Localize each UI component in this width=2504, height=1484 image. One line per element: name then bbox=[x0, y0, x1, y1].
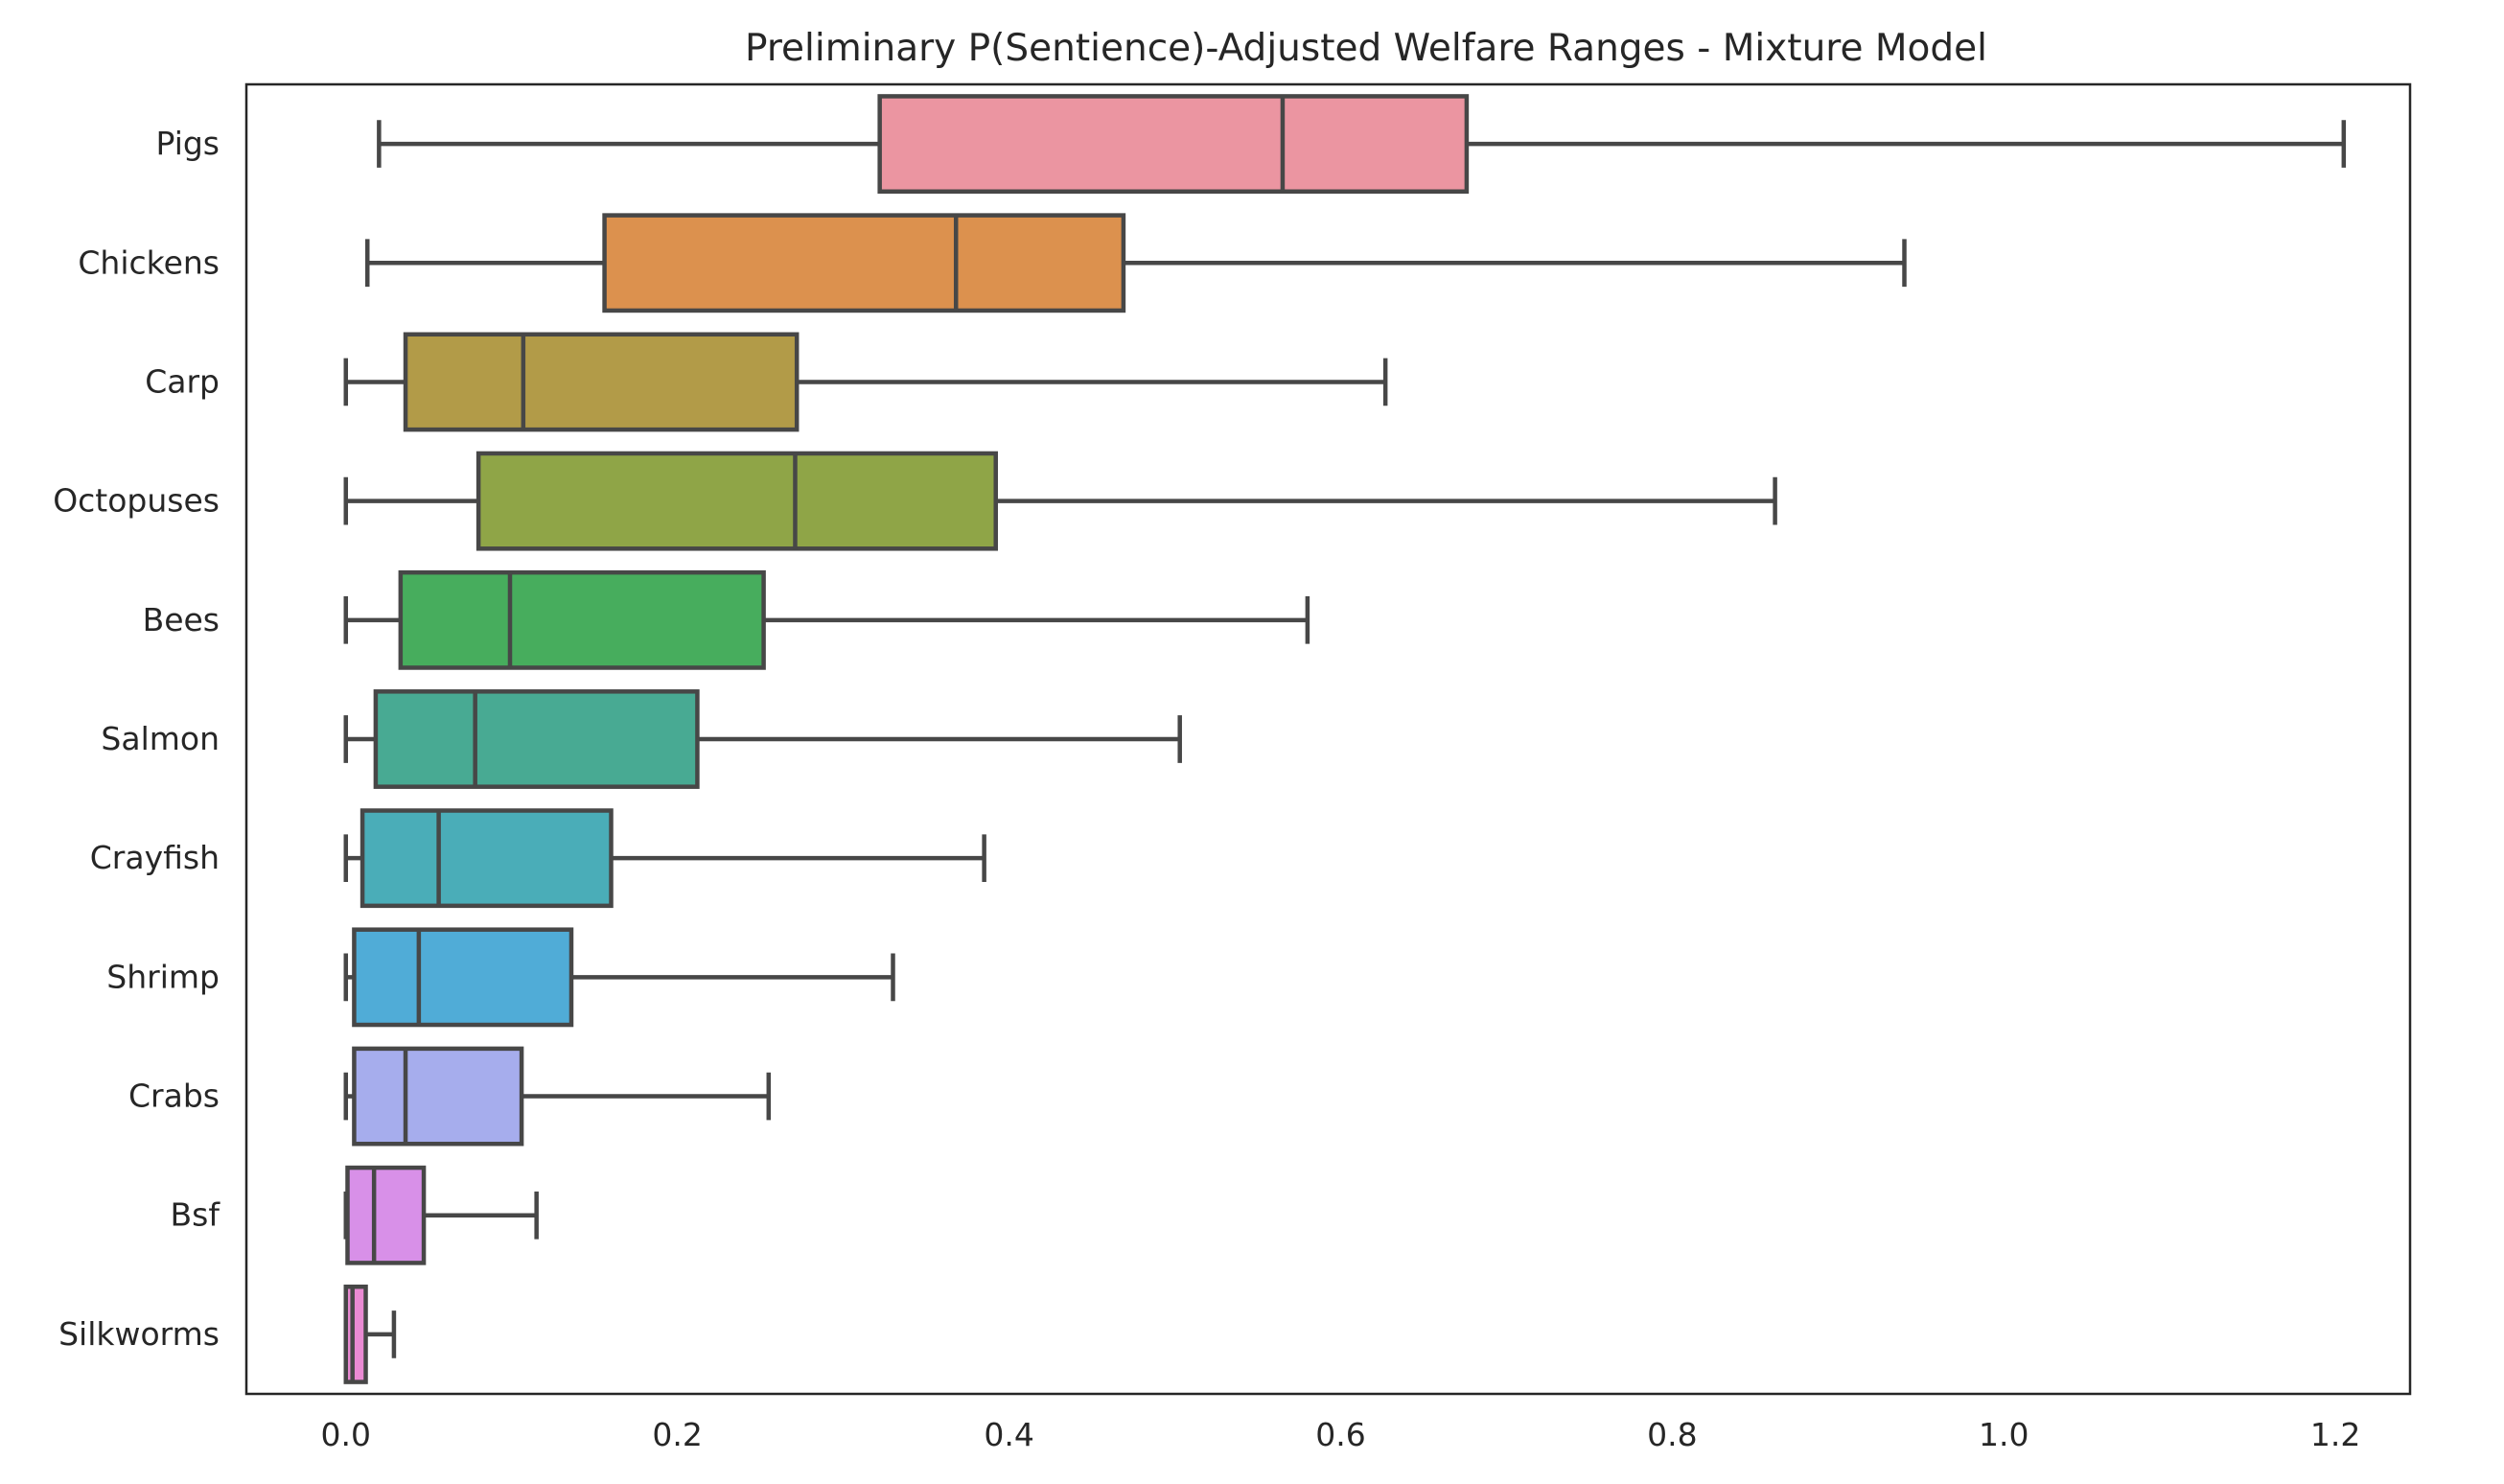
iqr-box bbox=[345, 1165, 427, 1265]
y-tick-label-crayfish: Crayfish bbox=[90, 839, 220, 876]
iqr-box bbox=[602, 213, 1126, 313]
y-tick-label-bees: Bees bbox=[143, 601, 220, 638]
y-tick-label-pigs: Pigs bbox=[156, 125, 220, 162]
box-group-crabs bbox=[343, 1046, 772, 1147]
y-tick-label-chickens: Chickens bbox=[78, 243, 220, 281]
iqr-box bbox=[359, 808, 614, 909]
iqr-box bbox=[343, 1284, 368, 1384]
y-tick-label-octopuses: Octopuses bbox=[53, 482, 220, 520]
chart-title: Preliminary P(Sentience)-Adjusted Welfar… bbox=[745, 27, 1987, 70]
y-tick-label-shrimp: Shrimp bbox=[106, 958, 220, 995]
y-tick-label-silkworms: Silkworms bbox=[58, 1315, 220, 1353]
x-tick-label: 0.8 bbox=[1647, 1416, 1697, 1453]
x-tick-label: 0.0 bbox=[321, 1416, 371, 1453]
iqr-box bbox=[373, 689, 700, 789]
y-tick-label-salmon: Salmon bbox=[101, 720, 220, 757]
y-tick-label-crabs: Crabs bbox=[128, 1078, 220, 1115]
box-group-shrimp bbox=[343, 927, 895, 1028]
x-tick-label: 0.4 bbox=[984, 1416, 1033, 1453]
iqr-box bbox=[877, 94, 1470, 195]
x-tick-label: 1.0 bbox=[1979, 1416, 2029, 1453]
iqr-box bbox=[398, 569, 766, 670]
iqr-box bbox=[475, 451, 998, 551]
x-tick-label: 0.6 bbox=[1315, 1416, 1365, 1453]
x-tick-label: 0.2 bbox=[652, 1416, 702, 1453]
box-group-silkworms bbox=[343, 1284, 397, 1384]
iqr-box bbox=[403, 332, 800, 432]
y-axis: Pigs Chickens Carp Octopuses Bees Salmon Crayf… bbox=[53, 125, 220, 1353]
box-group-salmon bbox=[343, 689, 1182, 789]
iqr-box bbox=[352, 1046, 524, 1147]
y-tick-label-carp: Carp bbox=[145, 362, 220, 400]
box-group-bees bbox=[343, 569, 1310, 670]
box-group-octopuses bbox=[343, 451, 1777, 551]
iqr-box bbox=[352, 927, 574, 1028]
x-tick-label: 1.2 bbox=[2310, 1416, 2360, 1453]
box-group-crayfish bbox=[343, 808, 986, 909]
boxes-layer bbox=[343, 94, 2347, 1384]
y-tick-label-bsf: Bsf bbox=[171, 1196, 221, 1234]
x-axis: 0.0 0.2 0.4 0.6 0.8 1.0 1.2 bbox=[321, 1416, 2361, 1453]
plot-frame bbox=[244, 82, 2412, 1396]
box-group-chickens bbox=[365, 213, 1907, 313]
box-group-carp bbox=[343, 332, 1388, 432]
box-group-bsf bbox=[343, 1165, 539, 1265]
box-group-pigs bbox=[377, 94, 2347, 195]
